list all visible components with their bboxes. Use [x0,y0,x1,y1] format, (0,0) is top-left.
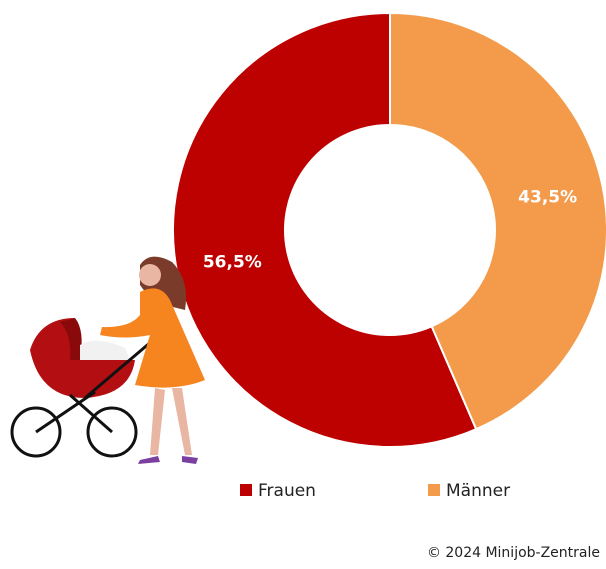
slice [389,11,606,431]
value-label: 43,5% [518,187,577,207]
legend-swatch [240,484,252,496]
legend-swatch [428,484,440,496]
donut [172,11,606,448]
legend-label: Männer [446,481,510,501]
source: © 2024 Minijob-Zentrale [427,545,600,561]
woman-with-stroller-illustration [10,256,205,464]
value-label: 56,5% [203,253,262,273]
legend-label: Frauen [258,481,316,501]
slice [172,11,478,448]
